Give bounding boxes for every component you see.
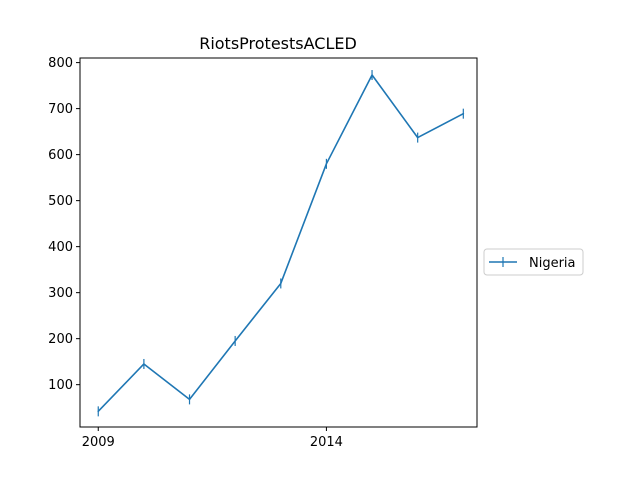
series-line-nigeria (97, 74, 465, 413)
chart-title: RiotsProtestsACLED (199, 34, 357, 53)
y-tick-label: 800 (48, 56, 73, 71)
series-layer (97, 70, 465, 417)
plot-frame (79, 57, 478, 428)
x-axis: 2009 2014 (82, 427, 343, 450)
y-axis: 100 200 300 400 500 600 700 800 (48, 56, 80, 393)
legend: Nigeria (483, 248, 584, 276)
y-tick-label: 300 (48, 286, 73, 301)
legend-label-nigeria: Nigeria (529, 256, 576, 271)
y-tick-label: 600 (48, 148, 73, 163)
y-tick-label: 200 (48, 332, 73, 347)
y-tick-label: 700 (48, 102, 73, 117)
legend-box (483, 248, 584, 276)
y-tick-label: 100 (48, 378, 73, 393)
x-tick-label: 2014 (310, 435, 343, 450)
y-tick-label: 500 (48, 194, 73, 209)
y-tick-label: 400 (48, 240, 73, 255)
x-tick-label: 2009 (82, 435, 115, 450)
plot-area: 100 200 300 400 500 600 700 800 2009 2014 (48, 56, 478, 450)
